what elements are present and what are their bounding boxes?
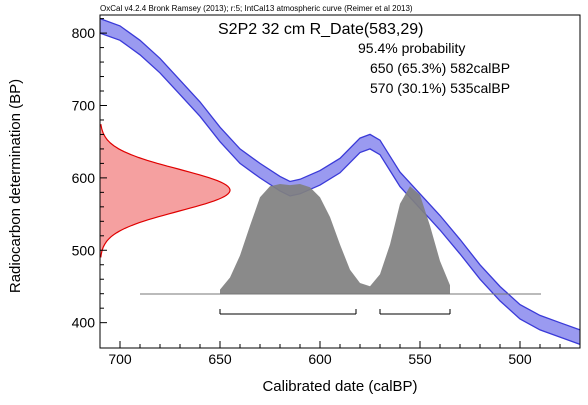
calibration-band-upper — [99, 17, 581, 331]
software-line: OxCal v4.2.4 Bronk Ramsey (2013); r:5; I… — [100, 4, 413, 13]
measurement-distribution — [100, 124, 231, 258]
range-label-1: 650 (65.3%) 582calBP — [370, 60, 510, 76]
probability-header: 95.4% probability — [358, 40, 465, 56]
y-axis-label: Radiocarbon determination (BP) — [7, 79, 24, 293]
x-tick-label-600: 600 — [308, 351, 332, 367]
measurement-line — [100, 124, 231, 258]
posterior-distribution — [220, 184, 450, 294]
range-label-2: 570 (30.1%) 535calBP — [370, 80, 510, 96]
x-tick-label-700: 700 — [108, 351, 132, 367]
y-tick-label-600: 600 — [72, 170, 96, 186]
posterior-fill — [220, 184, 450, 294]
x-tick-label-550: 550 — [408, 351, 432, 367]
calibration-band-lower — [99, 32, 581, 346]
y-tick-label-800: 800 — [72, 25, 96, 41]
y-tick-label-500: 500 — [72, 242, 96, 258]
y-axis-ticks: 400 500 600 700 800 — [72, 18, 107, 331]
y-tick-label-700: 700 — [72, 97, 96, 113]
x-axis-label: Calibrated date (calBP) — [262, 378, 417, 395]
measurement-fill — [100, 124, 230, 258]
x-tick-label-500: 500 — [508, 351, 532, 367]
x-tick-label-650: 650 — [208, 351, 232, 367]
chart-title: S2P2 32 cm R_Date(583,29) — [218, 21, 423, 38]
y-tick-label-400: 400 — [72, 315, 96, 331]
range-brackets — [219, 309, 451, 315]
calibration-curve-band — [99, 17, 581, 346]
calibration-band-fill — [100, 18, 580, 345]
x-axis-ticks: 700 650 600 550 500 — [108, 341, 561, 367]
